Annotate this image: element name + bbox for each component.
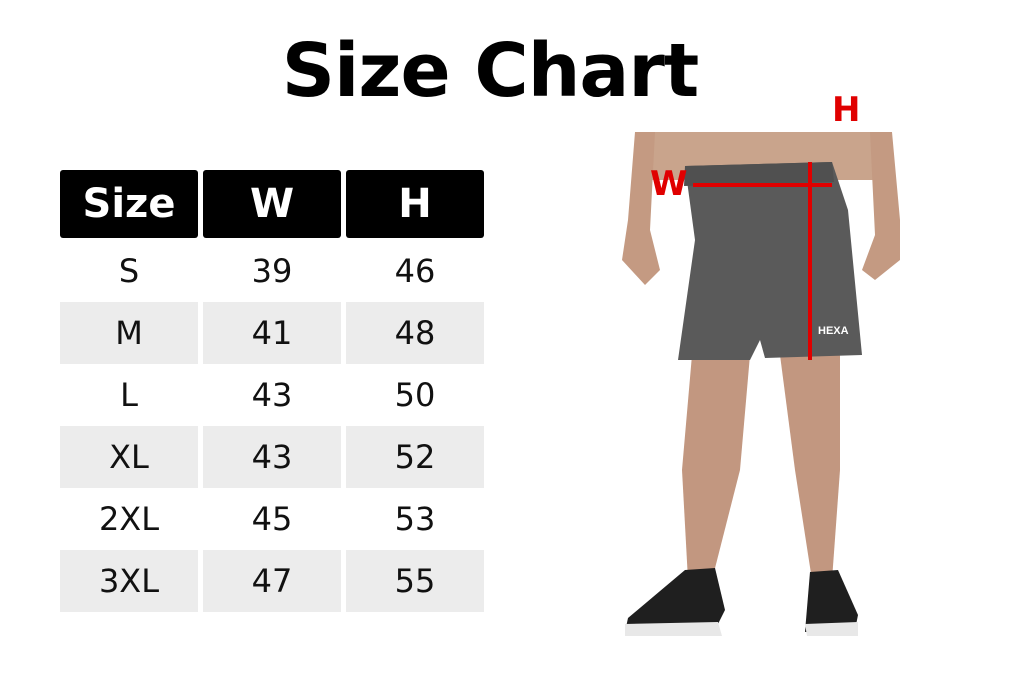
waist-cell: 39 xyxy=(251,252,293,290)
table-row: 2XL 45 53 xyxy=(60,488,489,550)
width-label: W xyxy=(650,164,688,204)
size-cell: M xyxy=(60,302,198,364)
table-row: 3XL 47 55 xyxy=(60,550,489,612)
table-row: M 41 48 xyxy=(60,302,489,364)
height-cell: 53 xyxy=(394,500,436,538)
height-cell: 52 xyxy=(346,426,484,488)
waist-cell: 43 xyxy=(203,426,341,488)
header-h: H xyxy=(346,170,484,238)
table-row: XL 43 52 xyxy=(60,426,489,488)
size-cell: L xyxy=(120,376,138,414)
model-wearing-shorts: HEXA xyxy=(622,132,900,636)
table-row: L 43 50 xyxy=(60,364,489,426)
table-header: Size W H xyxy=(60,170,489,238)
size-cell: 3XL xyxy=(60,550,198,612)
size-cell: 2XL xyxy=(98,500,160,538)
header-w: W xyxy=(203,170,341,238)
product-photo: HEXA W H xyxy=(600,90,920,650)
page-title: Size Chart xyxy=(281,28,699,114)
size-cell: S xyxy=(118,252,140,290)
height-cell: 55 xyxy=(346,550,484,612)
size-cell: XL xyxy=(60,426,198,488)
height-cell: 50 xyxy=(394,376,436,414)
waist-cell: 45 xyxy=(251,500,293,538)
table-row: S 39 46 xyxy=(60,240,489,302)
waist-cell: 43 xyxy=(251,376,293,414)
header-size: Size xyxy=(60,170,198,238)
height-cell: 48 xyxy=(346,302,484,364)
height-cell: 46 xyxy=(394,252,436,290)
brand-logo: HEXA xyxy=(818,325,849,337)
height-label: H xyxy=(832,90,861,130)
size-table: Size W H S 39 46 M 41 48 L 43 50 XL 43 52 2XL 45 53 3XL… xyxy=(60,170,489,612)
waist-cell: 47 xyxy=(203,550,341,612)
waist-cell: 41 xyxy=(203,302,341,364)
